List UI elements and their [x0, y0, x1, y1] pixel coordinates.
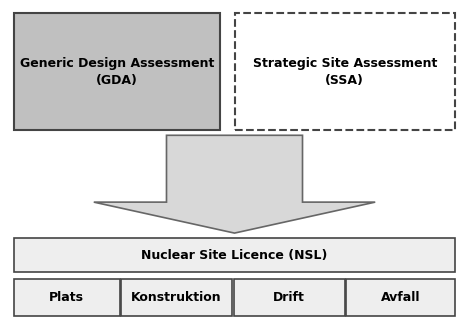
Bar: [346, 279, 455, 316]
Bar: [234, 13, 455, 130]
Text: Generic Design Assessment
(GDA): Generic Design Assessment (GDA): [20, 57, 214, 87]
Bar: [234, 279, 345, 316]
Text: Strategic Site Assessment
(SSA): Strategic Site Assessment (SSA): [252, 57, 437, 87]
Text: Avfall: Avfall: [381, 291, 420, 304]
Text: Nuclear Site Licence (NSL): Nuclear Site Licence (NSL): [141, 249, 328, 261]
Polygon shape: [94, 135, 375, 233]
Bar: [14, 13, 220, 130]
Text: Drift: Drift: [273, 291, 305, 304]
Text: Konstruktion: Konstruktion: [131, 291, 222, 304]
Bar: [14, 279, 120, 316]
Bar: [14, 238, 455, 272]
Text: Plats: Plats: [49, 291, 84, 304]
Bar: [121, 279, 232, 316]
